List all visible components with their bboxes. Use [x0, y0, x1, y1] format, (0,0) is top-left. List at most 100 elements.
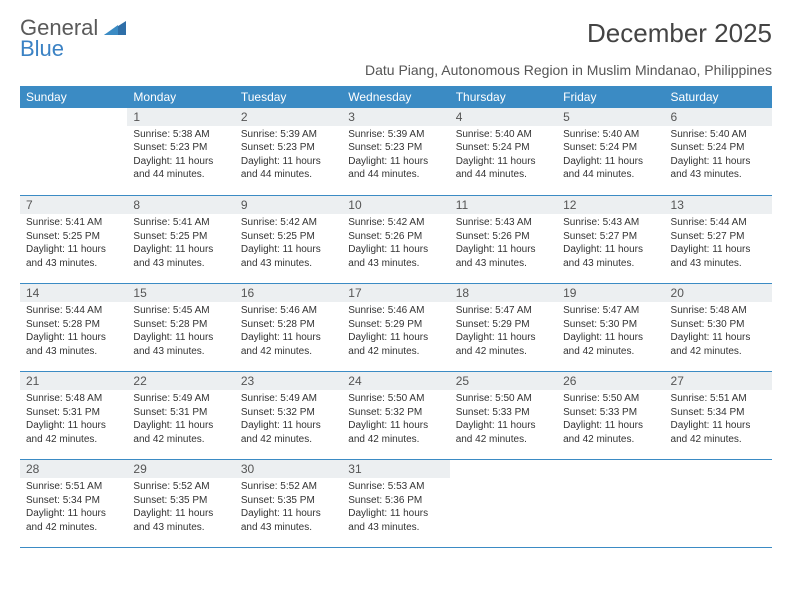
day-details: Sunrise: 5:51 AMSunset: 5:34 PMDaylight:… [665, 390, 772, 450]
day-details: Sunrise: 5:44 AMSunset: 5:27 PMDaylight:… [665, 214, 772, 274]
calendar-cell: 25Sunrise: 5:50 AMSunset: 5:33 PMDayligh… [450, 372, 557, 460]
day-details: Sunrise: 5:43 AMSunset: 5:27 PMDaylight:… [557, 214, 664, 274]
calendar-cell: 18Sunrise: 5:47 AMSunset: 5:29 PMDayligh… [450, 284, 557, 372]
calendar-cell: 7Sunrise: 5:41 AMSunset: 5:25 PMDaylight… [20, 196, 127, 284]
day-details: Sunrise: 5:42 AMSunset: 5:25 PMDaylight:… [235, 214, 342, 274]
day-details: Sunrise: 5:53 AMSunset: 5:36 PMDaylight:… [342, 478, 449, 538]
logo-triangle-icon [104, 19, 126, 35]
day-number: 19 [557, 284, 664, 302]
day-number: 26 [557, 372, 664, 390]
day-details: Sunrise: 5:39 AMSunset: 5:23 PMDaylight:… [235, 126, 342, 186]
day-details: Sunrise: 5:49 AMSunset: 5:31 PMDaylight:… [127, 390, 234, 450]
calendar-cell: 24Sunrise: 5:50 AMSunset: 5:32 PMDayligh… [342, 372, 449, 460]
day-number: 29 [127, 460, 234, 478]
calendar-cell: 9Sunrise: 5:42 AMSunset: 5:25 PMDaylight… [235, 196, 342, 284]
day-details: Sunrise: 5:40 AMSunset: 5:24 PMDaylight:… [665, 126, 772, 186]
day-number: 7 [20, 196, 127, 214]
calendar-cell: 3Sunrise: 5:39 AMSunset: 5:23 PMDaylight… [342, 108, 449, 196]
day-number: 11 [450, 196, 557, 214]
calendar-cell: 26Sunrise: 5:50 AMSunset: 5:33 PMDayligh… [557, 372, 664, 460]
weekday-header: Wednesday [342, 86, 449, 108]
day-number: 28 [20, 460, 127, 478]
calendar-head: SundayMondayTuesdayWednesdayThursdayFrid… [20, 86, 772, 108]
logo-text: General Blue [20, 18, 126, 60]
calendar-cell: 13Sunrise: 5:44 AMSunset: 5:27 PMDayligh… [665, 196, 772, 284]
day-number: 10 [342, 196, 449, 214]
day-details: Sunrise: 5:47 AMSunset: 5:29 PMDaylight:… [450, 302, 557, 362]
day-number: 1 [127, 108, 234, 126]
calendar-cell: 21Sunrise: 5:48 AMSunset: 5:31 PMDayligh… [20, 372, 127, 460]
title-block: December 2025 [587, 18, 772, 49]
logo-line2: Blue [20, 36, 64, 61]
day-details: Sunrise: 5:45 AMSunset: 5:28 PMDaylight:… [127, 302, 234, 362]
weekday-header: Monday [127, 86, 234, 108]
day-number: 31 [342, 460, 449, 478]
page-title: December 2025 [587, 18, 772, 49]
calendar-cell: 1Sunrise: 5:38 AMSunset: 5:23 PMDaylight… [127, 108, 234, 196]
day-details: Sunrise: 5:42 AMSunset: 5:26 PMDaylight:… [342, 214, 449, 274]
calendar-table: SundayMondayTuesdayWednesdayThursdayFrid… [20, 86, 772, 549]
day-details: Sunrise: 5:40 AMSunset: 5:24 PMDaylight:… [557, 126, 664, 186]
logo: General Blue [20, 18, 126, 60]
calendar-cell: 29Sunrise: 5:52 AMSunset: 5:35 PMDayligh… [127, 460, 234, 548]
day-number: 24 [342, 372, 449, 390]
calendar-cell: .. [557, 460, 664, 548]
calendar-cell: 14Sunrise: 5:44 AMSunset: 5:28 PMDayligh… [20, 284, 127, 372]
day-number: 16 [235, 284, 342, 302]
day-details: Sunrise: 5:47 AMSunset: 5:30 PMDaylight:… [557, 302, 664, 362]
calendar-cell: 17Sunrise: 5:46 AMSunset: 5:29 PMDayligh… [342, 284, 449, 372]
calendar-cell: 11Sunrise: 5:43 AMSunset: 5:26 PMDayligh… [450, 196, 557, 284]
day-details: Sunrise: 5:43 AMSunset: 5:26 PMDaylight:… [450, 214, 557, 274]
calendar-cell: .. [20, 108, 127, 196]
day-details: Sunrise: 5:46 AMSunset: 5:28 PMDaylight:… [235, 302, 342, 362]
calendar-cell: 4Sunrise: 5:40 AMSunset: 5:24 PMDaylight… [450, 108, 557, 196]
calendar-body: ..1Sunrise: 5:38 AMSunset: 5:23 PMDaylig… [20, 108, 772, 548]
day-number: 12 [557, 196, 664, 214]
day-number: 2 [235, 108, 342, 126]
day-number: 22 [127, 372, 234, 390]
day-details: Sunrise: 5:49 AMSunset: 5:32 PMDaylight:… [235, 390, 342, 450]
calendar-cell: 23Sunrise: 5:49 AMSunset: 5:32 PMDayligh… [235, 372, 342, 460]
weekday-header: Tuesday [235, 86, 342, 108]
day-number: 18 [450, 284, 557, 302]
calendar-cell: 10Sunrise: 5:42 AMSunset: 5:26 PMDayligh… [342, 196, 449, 284]
header: General Blue December 2025 [20, 18, 772, 60]
calendar-cell: 27Sunrise: 5:51 AMSunset: 5:34 PMDayligh… [665, 372, 772, 460]
calendar-cell: 8Sunrise: 5:41 AMSunset: 5:25 PMDaylight… [127, 196, 234, 284]
day-details: Sunrise: 5:41 AMSunset: 5:25 PMDaylight:… [127, 214, 234, 274]
calendar-cell: 16Sunrise: 5:46 AMSunset: 5:28 PMDayligh… [235, 284, 342, 372]
calendar-cell: 22Sunrise: 5:49 AMSunset: 5:31 PMDayligh… [127, 372, 234, 460]
day-details: Sunrise: 5:38 AMSunset: 5:23 PMDaylight:… [127, 126, 234, 186]
calendar-cell: 2Sunrise: 5:39 AMSunset: 5:23 PMDaylight… [235, 108, 342, 196]
calendar-cell: 20Sunrise: 5:48 AMSunset: 5:30 PMDayligh… [665, 284, 772, 372]
day-number: 9 [235, 196, 342, 214]
day-details: Sunrise: 5:52 AMSunset: 5:35 PMDaylight:… [127, 478, 234, 538]
weekday-header: Saturday [665, 86, 772, 108]
day-number: 27 [665, 372, 772, 390]
calendar-cell: 31Sunrise: 5:53 AMSunset: 5:36 PMDayligh… [342, 460, 449, 548]
day-details: Sunrise: 5:48 AMSunset: 5:31 PMDaylight:… [20, 390, 127, 450]
day-number: 5 [557, 108, 664, 126]
day-details: Sunrise: 5:41 AMSunset: 5:25 PMDaylight:… [20, 214, 127, 274]
weekday-header: Thursday [450, 86, 557, 108]
day-details: Sunrise: 5:40 AMSunset: 5:24 PMDaylight:… [450, 126, 557, 186]
day-number: 15 [127, 284, 234, 302]
calendar-cell: 30Sunrise: 5:52 AMSunset: 5:35 PMDayligh… [235, 460, 342, 548]
day-number: 14 [20, 284, 127, 302]
day-details: Sunrise: 5:52 AMSunset: 5:35 PMDaylight:… [235, 478, 342, 538]
day-number: 21 [20, 372, 127, 390]
day-number: 30 [235, 460, 342, 478]
calendar-cell: .. [665, 460, 772, 548]
calendar-cell: 19Sunrise: 5:47 AMSunset: 5:30 PMDayligh… [557, 284, 664, 372]
day-details: Sunrise: 5:48 AMSunset: 5:30 PMDaylight:… [665, 302, 772, 362]
day-number: 17 [342, 284, 449, 302]
day-number: 13 [665, 196, 772, 214]
day-details: Sunrise: 5:50 AMSunset: 5:32 PMDaylight:… [342, 390, 449, 450]
day-number: 8 [127, 196, 234, 214]
day-details: Sunrise: 5:39 AMSunset: 5:23 PMDaylight:… [342, 126, 449, 186]
calendar-cell: .. [450, 460, 557, 548]
day-number: 20 [665, 284, 772, 302]
day-details: Sunrise: 5:50 AMSunset: 5:33 PMDaylight:… [450, 390, 557, 450]
calendar-cell: 12Sunrise: 5:43 AMSunset: 5:27 PMDayligh… [557, 196, 664, 284]
weekday-header: Sunday [20, 86, 127, 108]
